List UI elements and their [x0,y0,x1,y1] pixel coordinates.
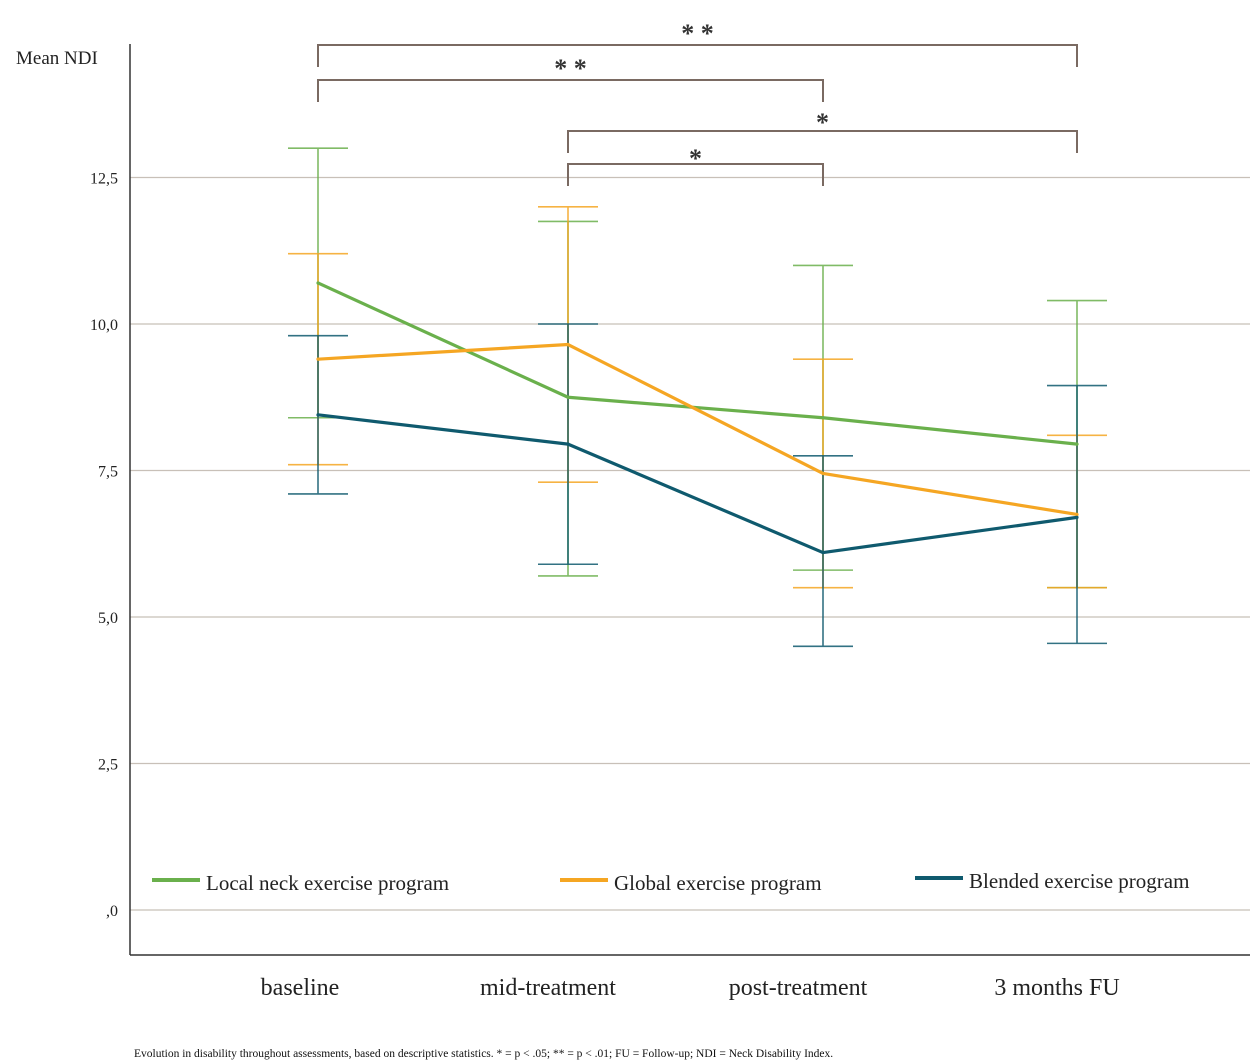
data-point [1075,512,1079,517]
data-point [821,550,825,555]
significance-brackets: * * * * * * [317,19,1078,186]
significance-bracket: * [567,108,1078,153]
data-point [1075,515,1079,519]
legend-entry: Local neck exercise program [152,871,449,895]
legend: Local neck exercise program Global exerci… [152,869,1189,895]
gridlines [130,176,1250,911]
data-point [821,416,825,420]
data-point [316,357,320,361]
legend-label: Local neck exercise program [206,871,449,895]
y-tick-label: 5,0 [98,610,118,627]
significance-label: * * [554,54,587,83]
data-point [821,471,825,476]
y-axis-title: Mean NDI [16,48,98,69]
data-point [566,442,570,446]
data-point [566,395,570,399]
x-tick-label: mid-treatment [480,975,616,1001]
significance-label: * * [681,19,714,48]
significance-bracket: * * [317,54,824,102]
y-tick-label: 12,5 [90,171,118,188]
axes: Mean NDI [16,44,1250,956]
y-tick-label: ,0 [106,903,118,920]
data-point [316,281,320,285]
data-point [566,342,570,347]
y-tick-label: 2,5 [98,757,118,774]
significance-label: * [816,108,829,137]
legend-entry: Blended exercise program [915,869,1189,893]
significance-bracket: * [567,144,824,186]
significance-bracket: * * [317,19,1078,67]
x-tick-label: 3 months FU [994,975,1119,1001]
legend-label: Global exercise program [614,871,822,895]
y-tick-label: 7,5 [98,464,118,481]
y-tick-labels: ,0 2,5 5,0 7,5 10,0 12,5 [90,171,118,921]
data-point [1075,442,1079,446]
series-line [317,413,1078,555]
error-bars [288,147,1107,648]
y-tick-label: 10,0 [90,317,118,334]
data-point [316,413,320,417]
legend-label: Blended exercise program [969,869,1189,893]
series-line [317,281,1078,446]
x-tick-labels: baseline mid-treatment post-treatment 3 mon… [261,975,1120,1001]
x-tick-label: post-treatment [729,975,868,1001]
legend-entry: Global exercise program [560,871,822,895]
x-tick-label: baseline [261,975,340,1001]
series-line [317,342,1078,517]
figure-caption: Evolution in disability throughout asses… [134,1048,833,1060]
significance-label: * [689,144,702,173]
series-lines [316,281,1079,555]
